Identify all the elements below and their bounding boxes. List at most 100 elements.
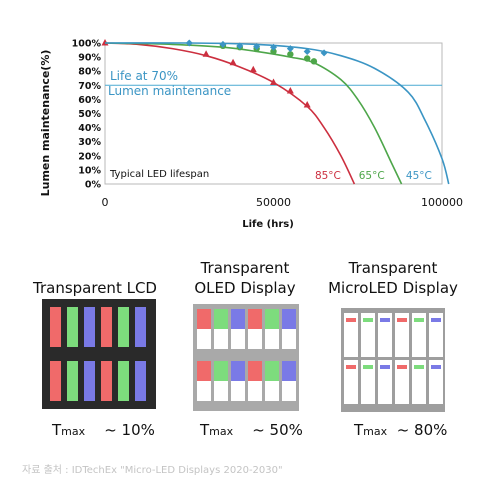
y-tick-label: 80%: [78, 67, 101, 78]
oled-emitter: [197, 309, 211, 329]
series-marker: [229, 58, 237, 66]
microled-emitter: [431, 318, 441, 322]
oled-subpixel: [214, 309, 228, 349]
lcd-subpixel: [84, 307, 95, 347]
lcd-subpixel: [118, 307, 129, 347]
oled-emitter: [265, 361, 279, 381]
microled-emitter: [397, 365, 407, 369]
series-marker: [270, 48, 277, 55]
series-marker: [236, 42, 244, 50]
x-axis-label: Life (hrs): [242, 219, 294, 230]
oled-subpixel: [231, 361, 245, 401]
tmax-subscript: max: [363, 425, 388, 438]
oled-emitter: [197, 361, 211, 381]
microled-cell: [395, 360, 409, 404]
microled-pixel-illustration: [341, 308, 445, 412]
microled-cell: [395, 313, 409, 357]
series-group: 85°C 65°C 45°C: [101, 39, 450, 185]
y-tick-label: 70%: [78, 81, 101, 92]
microled-emitter: [346, 365, 356, 369]
panel-lcd-tmax: Tmax ~ 10%: [52, 421, 155, 439]
panel-microled: Transparent MicroLED Display: [318, 258, 468, 298]
threshold-label-line1: Life at 70%: [110, 69, 178, 83]
lcd-subpixel: [135, 361, 146, 401]
oled-emitter: [248, 361, 262, 381]
series-label: 85°C: [315, 170, 341, 182]
series-marker: [270, 43, 277, 51]
oled-emitter: [231, 309, 245, 329]
microled-emitter: [346, 318, 356, 322]
lcd-subpixel: [67, 307, 78, 347]
microled-cell: [344, 360, 358, 404]
lcd-subpixel: [67, 361, 78, 401]
tmax-value: ~ 10%: [104, 421, 155, 439]
y-tick-label: 50%: [78, 109, 101, 120]
tmax-symbol: T: [354, 421, 364, 439]
series-marker: [286, 45, 294, 53]
y-tick-label: 30%: [78, 137, 101, 148]
panel-microled-title-1: Transparent: [348, 259, 438, 277]
panel-lcd: Transparent LCD: [20, 278, 170, 298]
y-tick-label: 90%: [78, 53, 101, 64]
panel-oled-tmax: Tmax ~ 50%: [200, 421, 303, 439]
panel-lcd-title: Transparent LCD: [33, 279, 157, 297]
series-marker: [219, 40, 227, 48]
oled-subpixel: [248, 309, 262, 349]
series-line: [104, 42, 356, 185]
x-tick-label: 50000: [256, 196, 291, 209]
microled-emitter: [431, 365, 441, 369]
lcd-subpixel: [50, 361, 61, 401]
microled-cell: [344, 313, 358, 357]
oled-subpixel: [231, 309, 245, 349]
series-label: 65°C: [359, 170, 385, 182]
oled-emitter: [282, 309, 296, 329]
microled-emitter: [380, 365, 390, 369]
microled-cell: [429, 313, 443, 357]
lcd-subpixel: [101, 307, 112, 347]
lumen-maintenance-chart: 0% 10% 20% 30% 40% 50% 60% 70% 80% 90% 100% 0 50000…: [39, 39, 463, 231]
series-marker: [310, 58, 318, 65]
chart-note: Typical LED lifespan: [109, 169, 209, 180]
x-tick-label: 100000: [421, 196, 463, 209]
tmax-subscript: max: [61, 425, 86, 438]
y-tick-label: 100%: [72, 39, 102, 50]
oled-pixel-illustration: [193, 304, 299, 411]
y-tick-label: 0%: [85, 180, 102, 191]
tmax-value: ~ 80%: [396, 421, 448, 439]
series-marker: [320, 49, 328, 57]
series-marker: [304, 55, 311, 62]
microled-cell: [361, 313, 375, 357]
lcd-subpixel: [118, 361, 129, 401]
series-label: 45°C: [406, 170, 432, 182]
series-marker: [287, 51, 294, 58]
microled-cell: [429, 360, 443, 404]
lcd-subpixel: [135, 307, 146, 347]
series-marker: [270, 78, 277, 85]
oled-subpixel: [197, 309, 211, 349]
series-line: [104, 42, 450, 185]
series-marker: [303, 47, 311, 55]
x-tick-label: 0: [102, 196, 109, 209]
panel-microled-tmax: Tmax ~ 80%: [354, 421, 447, 439]
oled-emitter: [282, 361, 296, 381]
tmax-symbol: T: [52, 421, 62, 439]
oled-emitter: [214, 361, 228, 381]
series-marker: [253, 43, 261, 51]
threshold-label-line2: Lumen maintenance: [108, 84, 231, 98]
y-tick-label: 40%: [78, 123, 101, 134]
tmax-value: ~ 50%: [252, 421, 303, 439]
microled-emitter: [363, 318, 373, 322]
microled-emitter: [414, 365, 424, 369]
series-marker: [249, 65, 257, 73]
oled-subpixel: [265, 361, 279, 401]
y-tick-label: 60%: [78, 95, 101, 106]
lcd-subpixel: [84, 361, 95, 401]
panel-oled-title-1: Transparent: [200, 259, 290, 277]
microled-emitter: [414, 318, 424, 322]
y-tick-label: 20%: [78, 151, 101, 162]
series-marker: [185, 39, 193, 47]
microled-cell: [378, 313, 392, 357]
lcd-subpixel: [101, 361, 112, 401]
oled-subpixel: [282, 309, 296, 349]
microled-cell: [378, 360, 392, 404]
